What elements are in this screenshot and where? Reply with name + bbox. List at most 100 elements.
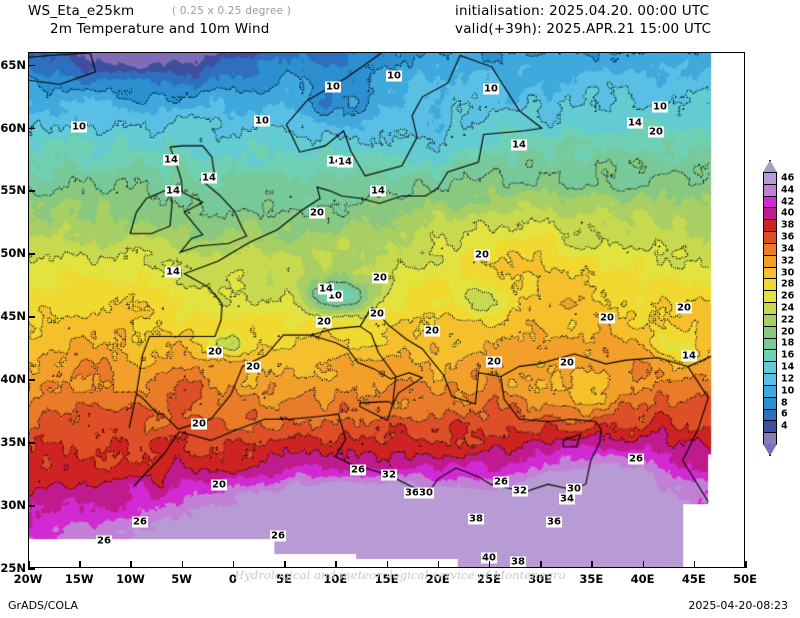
lat-tick-label: 30N <box>0 498 26 513</box>
colorbar-tick-label: 28 <box>781 278 795 290</box>
contour-value-label: 14 <box>337 156 353 168</box>
lon-tick-label: 15W <box>64 572 94 586</box>
lon-tick-mark <box>79 561 81 568</box>
colorbar-tick-label: 26 <box>781 290 795 302</box>
model-resolution: ( 0.25 x 0.25 degree ) <box>172 5 292 17</box>
contour-value-label: 14 <box>163 154 179 166</box>
colorbar-tick-label: 8 <box>781 397 788 409</box>
contour-value-label: 14 <box>327 155 343 167</box>
colorbar-tick-label: 20 <box>781 326 795 338</box>
lon-tick-label: 40E <box>630 572 655 586</box>
contour-value-label: 20 <box>369 308 385 320</box>
lon-tick-mark <box>437 561 440 568</box>
contour-value-label: 20 <box>559 357 575 369</box>
footer-timestamp: 2025-04-20-08:23 <box>688 599 788 612</box>
contour-value-label: 14 <box>511 139 527 151</box>
lon-tick-mark <box>335 561 337 568</box>
colorbar-tick-label: 10 <box>781 385 795 397</box>
colorbar-tick-label: 40 <box>781 207 795 219</box>
valid-time: valid(+39h): 2025.APR.21 15:00 UTC <box>455 21 712 37</box>
field-title: 2m Temperature and 10m Wind <box>50 21 270 37</box>
contour-value-label: 20 <box>316 316 332 328</box>
contour-value-label: 20 <box>211 479 227 491</box>
lon-tick-mark <box>488 561 491 568</box>
contour-value-label: 20 <box>474 249 490 261</box>
lat-tick-label: 25N <box>0 561 26 575</box>
contour-value-label: 36 <box>546 516 562 528</box>
contour-value-label: 30 <box>418 487 434 499</box>
colorbar-tick-label: 12 <box>781 373 795 385</box>
colorbar-tick-label: 6 <box>781 408 788 420</box>
colorbar-tick-label: 32 <box>781 255 795 267</box>
footer-credit: GrADS/COLA <box>8 599 78 612</box>
colorbar-arrow-top <box>763 160 777 172</box>
lon-tick-label: 10W <box>116 572 145 586</box>
contour-value-label: 36 <box>404 487 420 499</box>
lon-tick-mark <box>28 561 30 568</box>
lat-tick-mark <box>28 64 35 67</box>
contour-value-label: 32 <box>512 485 528 497</box>
lat-tick-mark <box>28 127 35 129</box>
lat-tick-label: 35N <box>0 435 26 450</box>
contour-value-label: 38 <box>468 513 484 525</box>
lon-tick-label: 45E <box>681 572 706 586</box>
lat-tick-mark <box>28 253 35 255</box>
lon-tick-mark <box>745 561 747 568</box>
lon-tick-label: 20W <box>13 572 43 586</box>
contour-value-label: 20 <box>676 302 692 314</box>
contour-value-label: 20 <box>309 207 325 219</box>
lon-tick-mark <box>540 561 542 568</box>
lon-tick-mark <box>181 561 184 568</box>
contour-value-label: 14 <box>165 185 181 197</box>
contour-value-label: 20 <box>486 356 502 368</box>
contour-value-label: 26 <box>350 464 366 476</box>
lon-tick-mark <box>591 561 593 568</box>
lat-tick-mark <box>28 442 35 444</box>
lon-tick-label: 30E <box>528 572 553 586</box>
temperature-heatmap-canvas <box>29 53 744 567</box>
contour-value-label: 20 <box>372 272 388 284</box>
contour-value-label: 32 <box>381 469 397 481</box>
contour-value-label: 14 <box>370 185 386 197</box>
lon-tick-mark <box>693 561 696 568</box>
lon-tick-label: 10E <box>323 572 348 586</box>
temperature-colorbar: 4 6 8 10 12 14 16 18 20 22 24 26 28 30 32 34 36 38 40 42 44 4… <box>763 160 794 456</box>
colorbar-tick-label: 30 <box>781 267 795 279</box>
colorbar-tick-label: 46 <box>781 172 795 184</box>
lon-tick-label: 5E <box>276 572 292 586</box>
colorbar-tick-label: 36 <box>781 231 795 243</box>
lat-tick-label: 50N <box>0 246 26 261</box>
lon-tick-label: 50E <box>733 572 757 586</box>
lat-tick-label: 45N <box>0 309 26 324</box>
contour-value-label: 10 <box>71 121 87 133</box>
contour-value-label: 14 <box>201 172 217 184</box>
lon-tick-mark <box>642 561 645 568</box>
contour-value-label: 20 <box>648 126 664 138</box>
contour-value-label: 20 <box>599 312 615 324</box>
lat-tick-mark <box>28 505 35 507</box>
lat-tick-mark <box>28 190 35 192</box>
contour-value-label: 10 <box>652 101 668 113</box>
lon-tick-label: 25E <box>476 572 501 586</box>
contour-value-label: 34 <box>559 493 575 505</box>
colorbar-tick-label: 44 <box>781 184 795 196</box>
contour-value-label: 20 <box>245 361 261 373</box>
contour-value-label: 10 <box>327 290 343 302</box>
contour-value-label: 10 <box>254 115 270 127</box>
contour-value-label: 20 <box>424 325 440 337</box>
contour-value-label: 20 <box>191 418 207 430</box>
lon-tick-mark <box>130 561 132 568</box>
contour-value-label: 14 <box>318 283 334 295</box>
model-name: WS_Eta_e25km <box>28 3 135 19</box>
colorbar-tick-label: 22 <box>781 314 795 326</box>
contour-value-label: 26 <box>628 453 644 465</box>
lon-tick-label: 15E <box>374 572 399 586</box>
lon-tick-mark <box>232 561 235 568</box>
contour-value-label: 10 <box>325 81 341 93</box>
colorbar-tick-label: 38 <box>781 219 795 231</box>
contour-value-label: 14 <box>681 350 697 362</box>
contour-value-label: 26 <box>132 516 148 528</box>
contour-value-label: 10 <box>483 83 499 95</box>
lat-tick-label: 40N <box>0 372 26 387</box>
colorbar-tick-label: 18 <box>781 337 795 349</box>
